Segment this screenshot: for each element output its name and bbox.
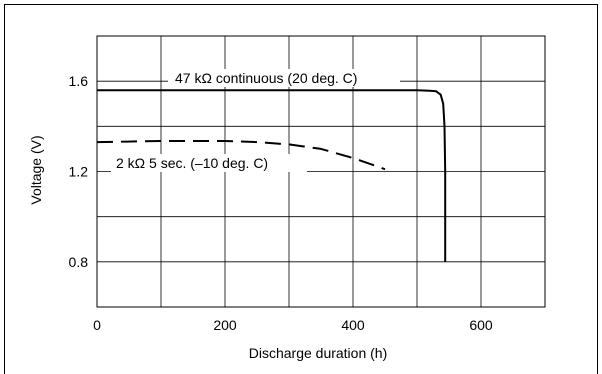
chart-frame bbox=[4, 4, 598, 374]
series-label-bg-2 bbox=[111, 154, 307, 172]
x-tick-label: 0 bbox=[93, 317, 101, 333]
x-tick-label: 600 bbox=[469, 317, 493, 333]
x-tick-labels: 0 200 400 600 bbox=[93, 317, 493, 333]
series-line-1 bbox=[97, 89, 447, 262]
series-label-bg-1 bbox=[168, 69, 400, 87]
plot-border bbox=[96, 35, 546, 308]
x-tick-label: 400 bbox=[341, 317, 365, 333]
x-axis-label: Discharge duration (h) bbox=[249, 345, 388, 361]
x-tick-label: 200 bbox=[213, 317, 237, 333]
y-tick-labels: 0.8 1.2 1.6 bbox=[69, 73, 89, 270]
y-tick-label: 1.2 bbox=[69, 164, 89, 180]
y-tick-label: 1.6 bbox=[69, 73, 89, 89]
series-label-47k: 47 kΩ continuous (20 deg. C) bbox=[175, 70, 357, 86]
y-tick-label: 0.8 bbox=[69, 254, 89, 270]
series-layer bbox=[96, 89, 447, 262]
y-axis-label: Voltage (V) bbox=[28, 135, 44, 204]
series-line-2 bbox=[96, 140, 386, 171]
series-label-2k: 2 kΩ 5 sec. (–10 deg. C) bbox=[116, 155, 268, 171]
